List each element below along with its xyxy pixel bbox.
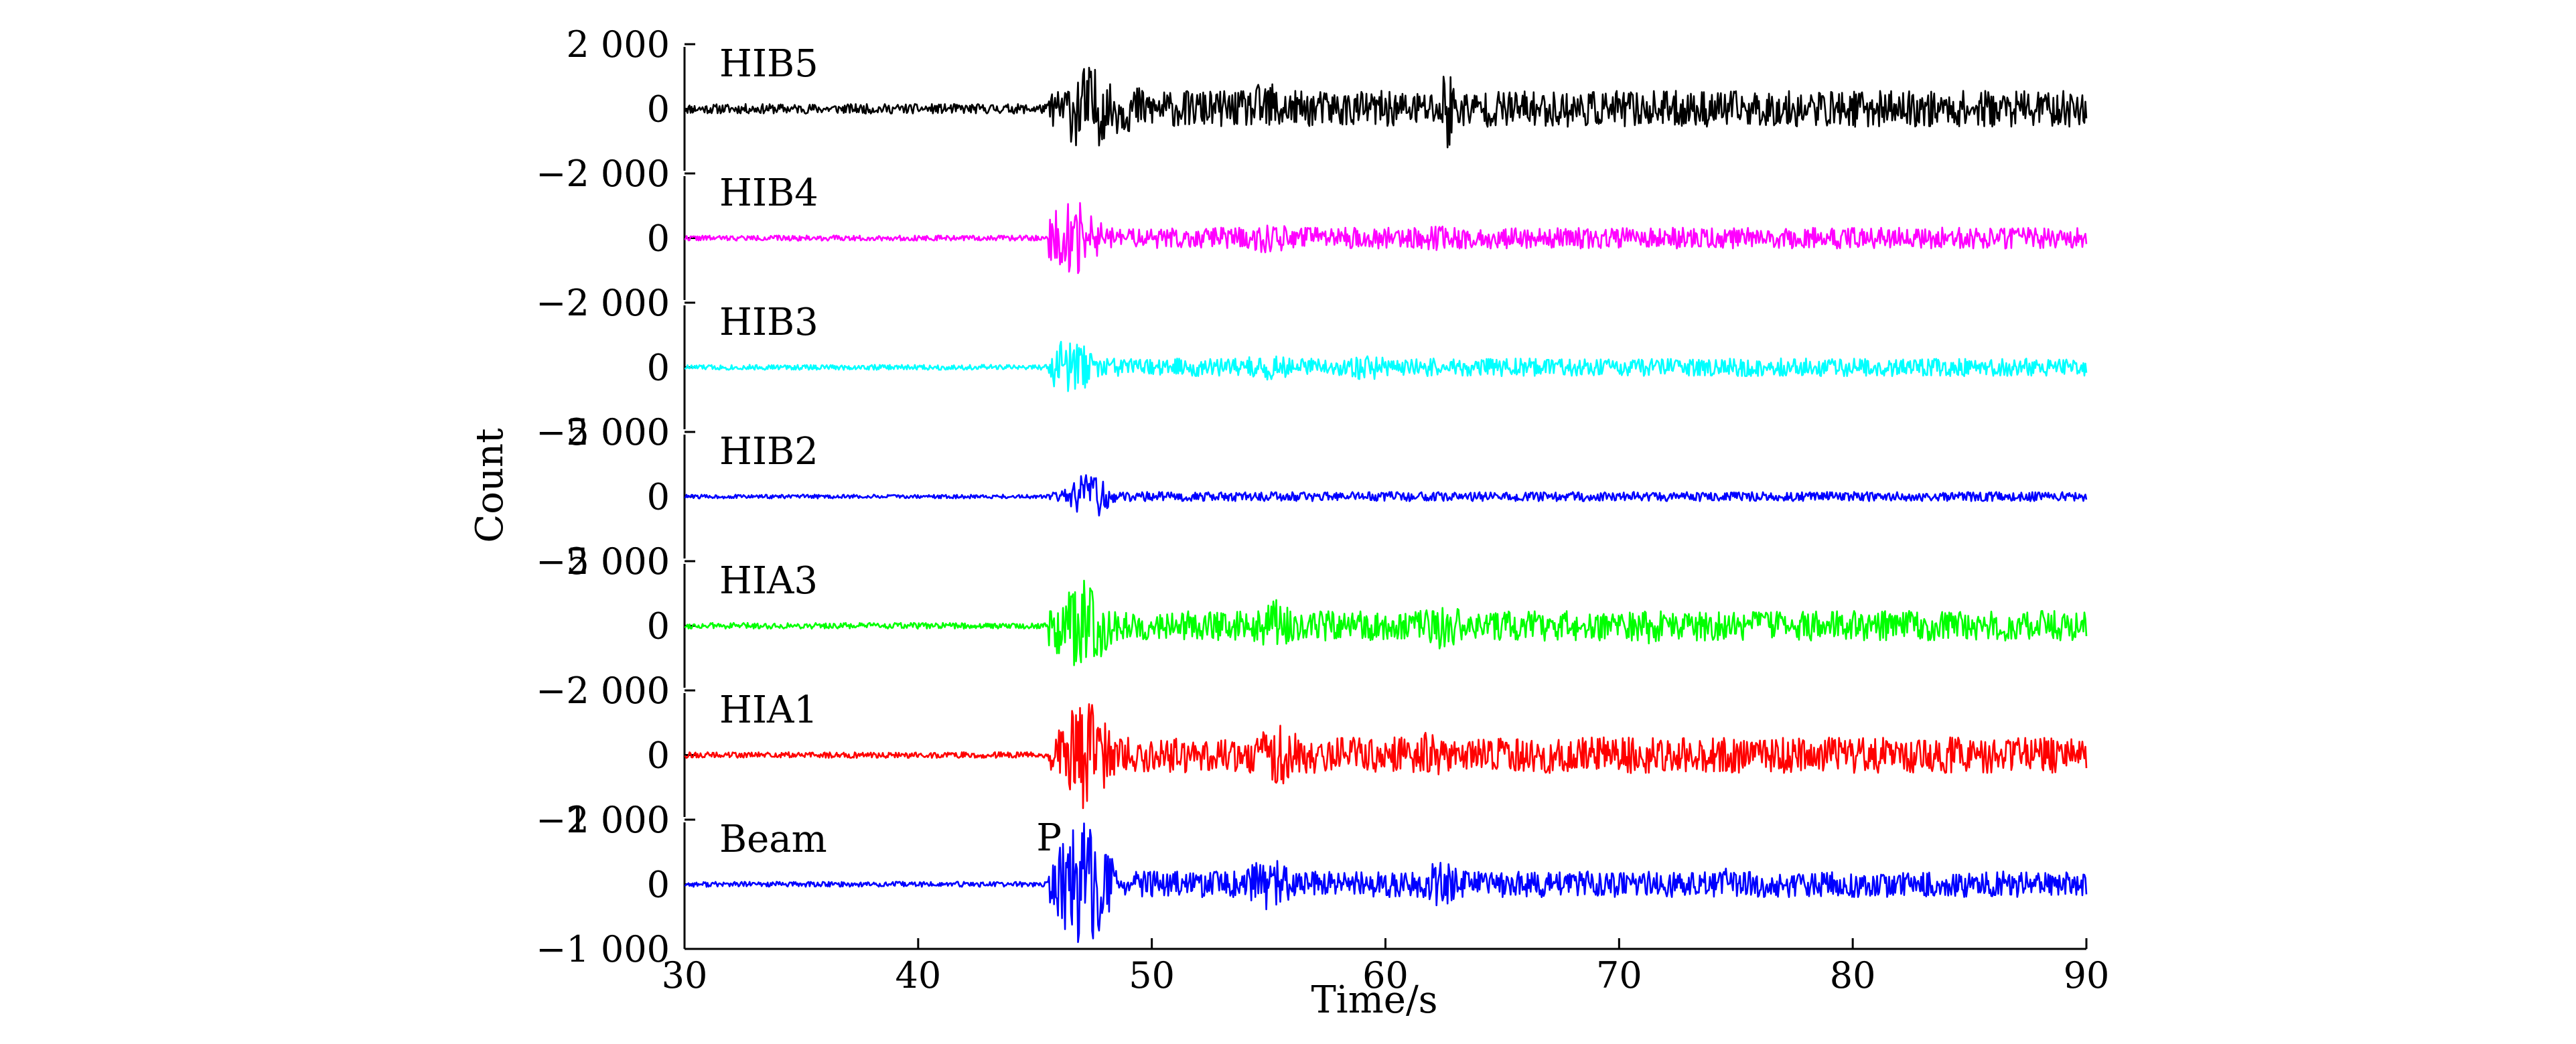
panel-hia3: 2 000 0 −2 000 HIA3 [536,540,2088,712]
y-tick-label: −2 000 [536,411,670,453]
panel-label: HIB2 [719,430,818,473]
y-axis-title: Count [468,428,512,543]
panel-label: HIB3 [719,301,818,344]
panel-hib5: 2 000 0 −2 000 HIB5 [536,23,2088,195]
y-tick-label: −5 000 [536,540,670,583]
y-tick-label: 0 [647,88,670,131]
panel-label: HIA1 [719,688,818,732]
y-tick-label: 2 000 [566,540,670,583]
series-line-hib2 [684,474,2088,517]
y-tick-label: −2 000 [536,282,670,324]
y-tick-label: −1 000 [536,928,670,970]
series-line-hia3 [684,579,2088,666]
series-line-hib3 [684,340,2088,392]
y-tick-label: 5 000 [566,411,670,453]
series-line-hib4 [684,202,2088,275]
y-tick-label: 0 [647,864,670,906]
y-tick-label: 2 000 [566,282,670,324]
y-tick-label: 0 [647,218,670,260]
panel-label: HIB4 [719,171,818,215]
y-tick-label: 0 [647,735,670,777]
panel-hib2: 5 000 0 −5 000 HIB2 [536,411,2088,583]
y-tick-label: 0 [647,476,670,518]
y-tick-label: −2 000 [536,670,670,712]
x-tick-label: 50 [1129,954,1175,996]
x-tick-label: 60 [1362,954,1409,996]
y-tick-label: 2 000 [566,670,670,712]
y-tick-label: 0 [647,605,670,648]
series-line-hib5 [684,66,2088,149]
y-tick-label: −2 000 [536,799,670,841]
x-tick-label: 70 [1596,954,1642,996]
y-tick-label: 2 000 [566,23,670,66]
x-tick-label: 90 [2064,954,2110,996]
y-tick-label: 0 [647,347,670,389]
panel-label: Beam [719,818,827,861]
panel-label: HIB5 [719,42,818,86]
series-line-beam [685,822,2088,944]
annotation-p-arrival: P [1036,816,1062,860]
y-tick-label: −2 000 [536,153,670,195]
panel-beam: 1 000 0 −1 000 Beam [536,799,2088,970]
series-line-hia1 [684,703,2088,810]
x-tick-label: 40 [895,954,941,996]
x-axis: 30 40 50 60 70 80 90 [662,938,2110,996]
panel-hib4: 2 000 0 −2 000 HIB4 [536,153,2088,324]
y-tick-label: 1 000 [566,799,670,841]
panel-hia1: 2 000 0 −2 000 HIA1 [536,670,2088,841]
x-axis-title: Time/s [1311,978,1437,1022]
panel-label: HIA3 [719,559,818,603]
y-tick-label: 2 000 [566,153,670,195]
x-tick-label: 30 [662,954,708,996]
panels: 2 000 0 −2 000 HIB5 2 000 0 −2 000 HIB4 2 000 0 −2… [536,23,2088,970]
panel-hib3: 2 000 0 −2 000 HIB3 [536,282,2088,453]
x-tick-label: 80 [1830,954,1876,996]
